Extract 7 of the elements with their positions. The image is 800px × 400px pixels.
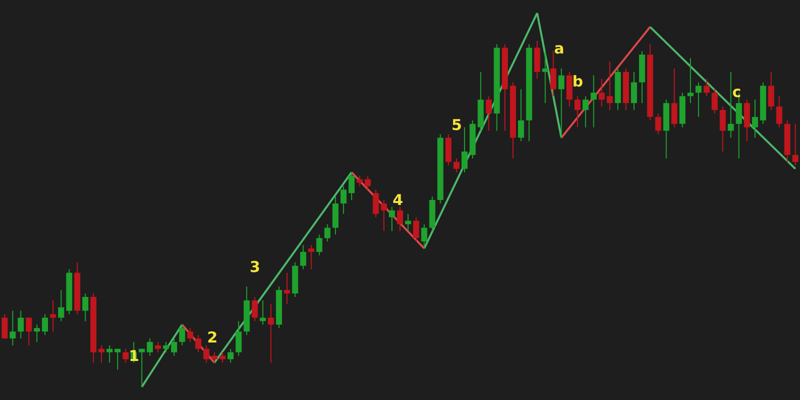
series-label: c: [732, 82, 742, 101]
series-label: 2: [207, 328, 218, 347]
series-label: 3: [250, 258, 260, 276]
series-label: a: [554, 40, 564, 58]
series-label: b: [572, 72, 584, 90]
series-label: 4: [392, 191, 404, 210]
series-label: 5: [451, 116, 462, 134]
